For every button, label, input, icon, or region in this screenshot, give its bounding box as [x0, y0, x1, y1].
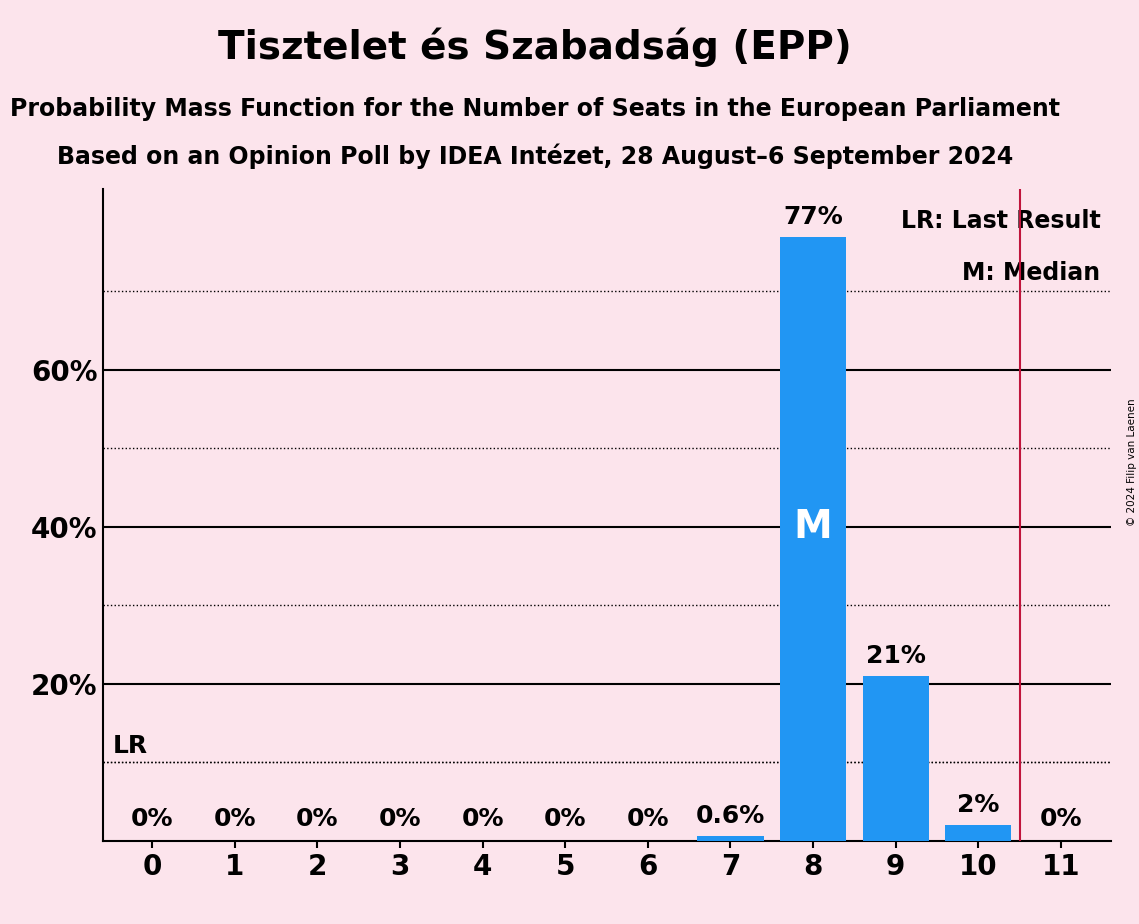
- Text: 2%: 2%: [957, 794, 1000, 818]
- Text: 0%: 0%: [213, 808, 256, 832]
- Text: 21%: 21%: [866, 644, 926, 668]
- Text: 0.6%: 0.6%: [696, 804, 765, 828]
- Text: M: M: [794, 508, 833, 546]
- Text: M: Median: M: Median: [962, 261, 1100, 286]
- Text: Based on an Opinion Poll by IDEA Intézet, 28 August–6 September 2024: Based on an Opinion Poll by IDEA Intézet…: [57, 143, 1014, 169]
- Text: LR: Last Result: LR: Last Result: [901, 209, 1100, 233]
- Text: 77%: 77%: [784, 204, 843, 228]
- Text: Tisztelet és Szabadság (EPP): Tisztelet és Szabadság (EPP): [219, 28, 852, 67]
- Text: 0%: 0%: [131, 808, 173, 832]
- Text: Probability Mass Function for the Number of Seats in the European Parliament: Probability Mass Function for the Number…: [10, 97, 1060, 121]
- Text: 0%: 0%: [544, 808, 587, 832]
- Text: © 2024 Filip van Laenen: © 2024 Filip van Laenen: [1126, 398, 1137, 526]
- Text: 0%: 0%: [296, 808, 338, 832]
- Bar: [697, 836, 763, 841]
- Bar: [862, 676, 928, 841]
- Text: 0%: 0%: [1040, 808, 1082, 832]
- Text: 0%: 0%: [626, 808, 669, 832]
- Text: LR: LR: [113, 735, 148, 759]
- Text: 0%: 0%: [378, 808, 421, 832]
- Text: 0%: 0%: [461, 808, 503, 832]
- Bar: [945, 825, 1011, 841]
- Bar: [780, 237, 846, 841]
